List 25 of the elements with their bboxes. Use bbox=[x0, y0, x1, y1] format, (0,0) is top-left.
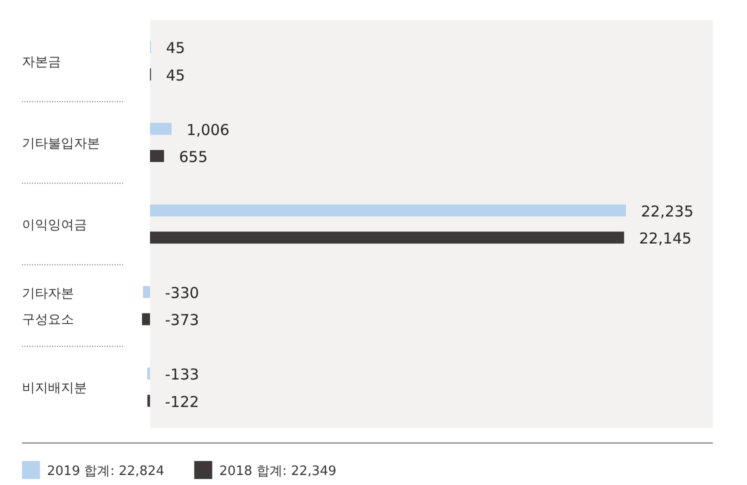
bar bbox=[150, 122, 172, 135]
bar bbox=[147, 394, 150, 407]
data-label: 1,006 bbox=[186, 120, 230, 139]
y-tick-label: 기타자본 구성요소 bbox=[22, 286, 74, 328]
bar bbox=[150, 232, 624, 244]
y-tick-label: 기타불입자본 bbox=[22, 136, 100, 152]
data-label: -133 bbox=[165, 366, 200, 384]
data-label: 22,235 bbox=[641, 202, 694, 220]
y-tick-label: 자본금 bbox=[22, 54, 61, 70]
legend-label: 2019 합계: 22,824 bbox=[47, 464, 164, 479]
data-label: -373 bbox=[165, 311, 200, 330]
bar bbox=[142, 313, 150, 326]
y-tick-label: 비지배지분 bbox=[22, 381, 87, 396]
bar bbox=[150, 204, 626, 216]
data-label: 45 bbox=[166, 66, 186, 84]
data-label: -122 bbox=[165, 392, 200, 411]
data-label: -330 bbox=[165, 284, 200, 302]
bar bbox=[142, 286, 150, 298]
data-label: 22,145 bbox=[639, 230, 692, 248]
data-label: 45 bbox=[166, 39, 186, 58]
legend-label: 2018 합계: 22,349 bbox=[219, 464, 336, 479]
bar bbox=[147, 368, 150, 380]
data-label: 655 bbox=[179, 148, 208, 166]
bar bbox=[150, 150, 164, 162]
y-tick-label: 이익잉여금 bbox=[22, 218, 87, 233]
